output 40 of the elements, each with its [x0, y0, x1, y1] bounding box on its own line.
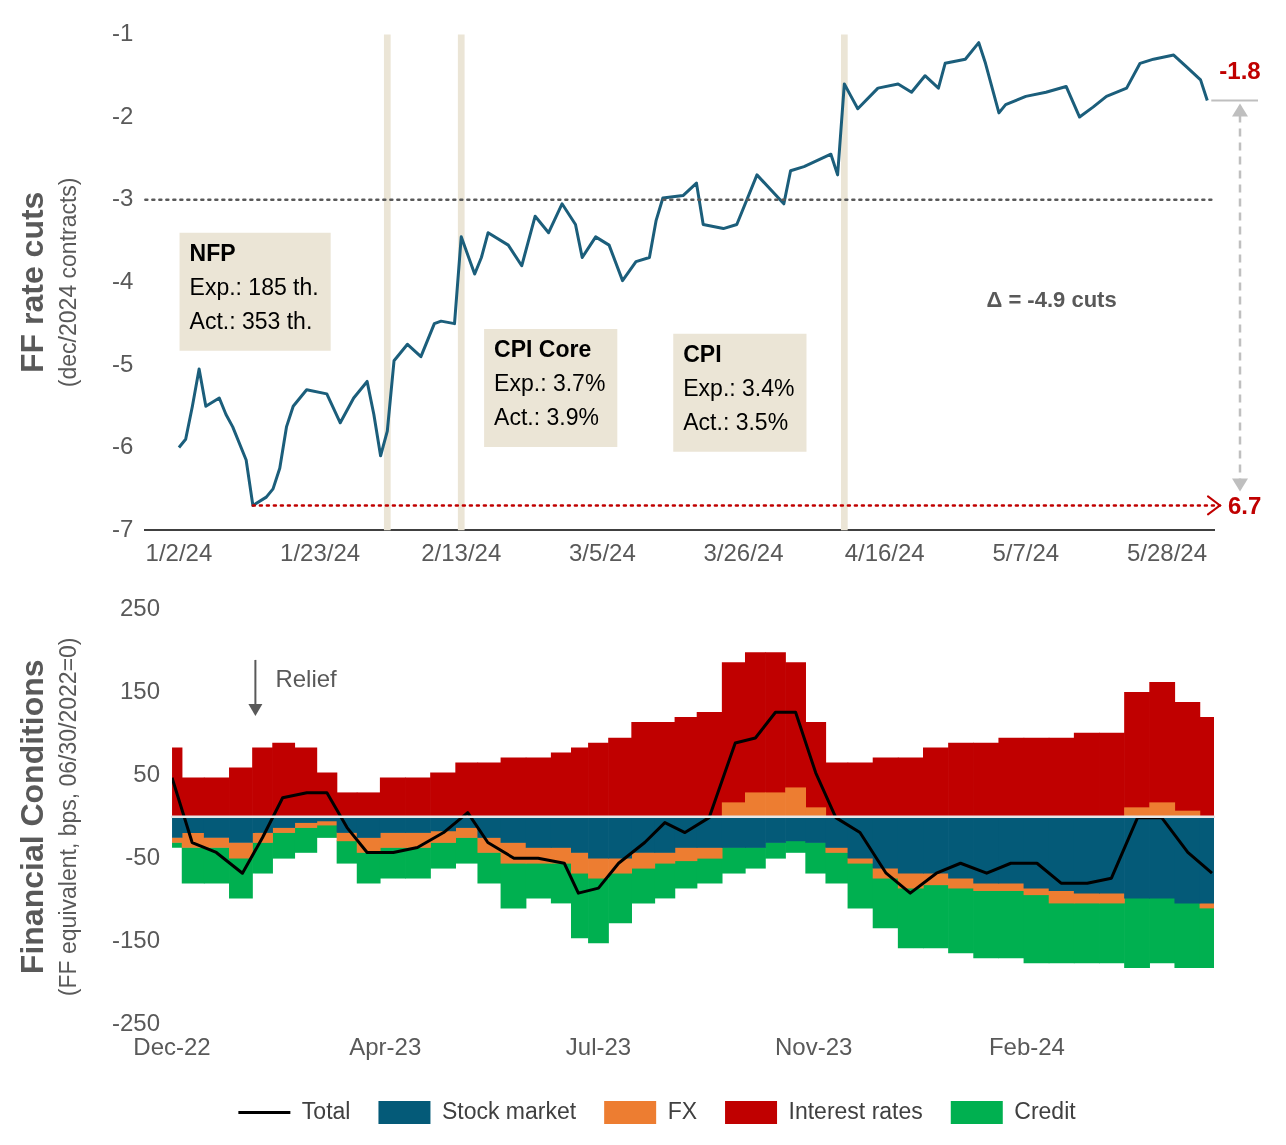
x-tick-label: Apr-23 — [349, 1033, 422, 1061]
annotation: -1.8 — [1219, 57, 1261, 85]
y-tick-label: -4 — [112, 266, 134, 294]
y-tick-label: 150 — [119, 676, 161, 704]
y-tick-label: -6 — [112, 432, 134, 460]
legend-label: Stock market — [441, 1097, 577, 1124]
annotation: CPI Core Exp.: 3.7% Act.: 3.9% — [494, 335, 606, 430]
y-tick-label: -2 — [112, 101, 134, 129]
x-tick-label: Jul-23 — [565, 1033, 632, 1061]
y-tick-label: -5 — [112, 349, 134, 377]
x-tick-label: 3/5/24 — [569, 539, 636, 567]
legend-label: Interest rates — [788, 1097, 923, 1124]
y-tick-label: 250 — [119, 594, 161, 622]
legend-label: Total — [301, 1097, 351, 1124]
y-axis-title: Financial Conditions (FF equivalent, bps, 06/30/2022=0) — [13, 637, 82, 997]
x-tick-label: 1/2/24 — [145, 539, 213, 567]
x-tick-label: Nov-23 — [775, 1033, 853, 1061]
x-tick-label: 1/23/24 — [280, 539, 361, 567]
y-tick-label: -7 — [112, 514, 134, 542]
annotation: Δ = -4.9 cuts — [986, 286, 1117, 312]
text: 6.7 — [1228, 492, 1262, 520]
annotation: CPI Exp.: 3.4% Act.: 3.5% — [683, 340, 795, 435]
legend-label: Credit — [1014, 1097, 1077, 1124]
y-tick-label: -50 — [125, 842, 161, 870]
x-tick-label: Dec-22 — [133, 1033, 211, 1061]
y-axis-title: FF rate cuts (dec/2024 contracts) — [13, 177, 82, 388]
x-tick-label: 5/7/24 — [992, 539, 1060, 567]
x-tick-label: 3/26/24 — [703, 539, 784, 567]
y-tick-label: 50 — [133, 759, 161, 787]
x-tick-label: 5/28/24 — [1126, 539, 1207, 567]
y-tick-label: -250 — [111, 1008, 161, 1036]
legend-label: FX — [667, 1097, 698, 1124]
x-tick-label: 4/16/24 — [844, 539, 925, 567]
y-tick-label: -3 — [112, 184, 134, 212]
x-tick-label: 2/13/24 — [421, 539, 502, 567]
y-tick-label: -150 — [111, 925, 161, 953]
annotation: Relief — [275, 664, 338, 692]
y-tick-label: -1 — [112, 19, 134, 47]
annotation: NFP Exp.: 185 th. Act.: 353 th. — [189, 239, 319, 334]
x-tick-label: Feb-24 — [988, 1033, 1065, 1061]
